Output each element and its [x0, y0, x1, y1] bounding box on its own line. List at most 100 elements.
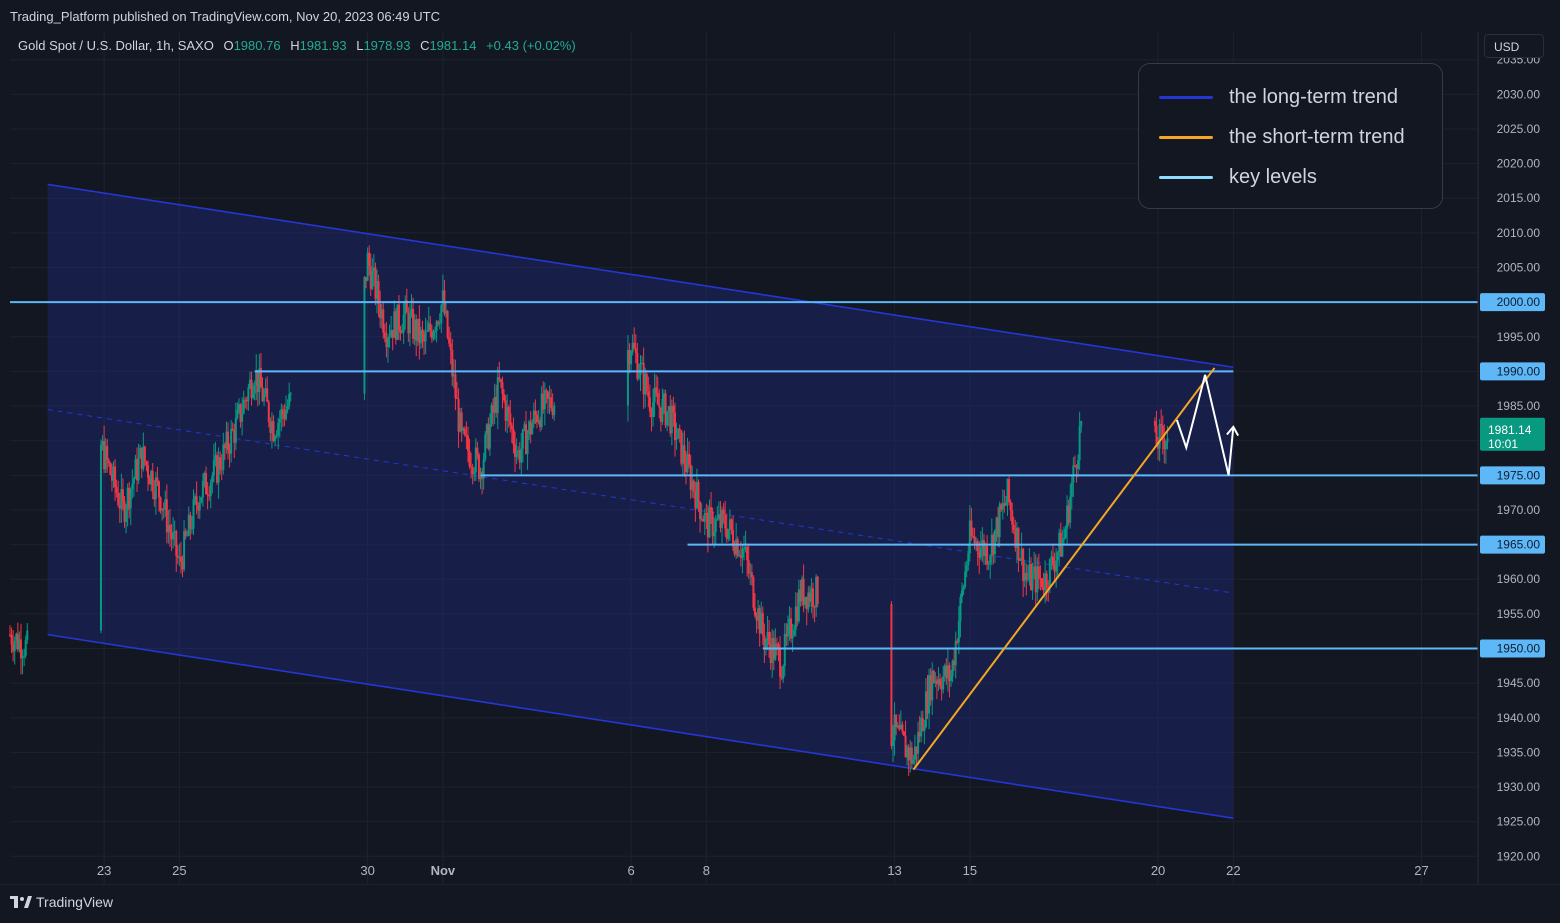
candle-body [1026, 578, 1029, 580]
candle-body [920, 717, 923, 737]
candle-body [434, 330, 437, 332]
candle-body [237, 404, 240, 410]
candle-body [404, 300, 407, 315]
candle-body [805, 596, 808, 610]
candle-body [968, 520, 971, 553]
candle-body [631, 342, 634, 353]
candle-body [528, 421, 531, 435]
candle-body [117, 493, 120, 506]
candle-body [677, 428, 680, 439]
candle-body [192, 499, 195, 529]
low-value: 1978.93 [363, 38, 411, 53]
candle-body [371, 270, 374, 289]
candle-body [669, 406, 672, 434]
candle-body [736, 539, 739, 556]
candle-body [793, 629, 796, 636]
candle-body [198, 502, 201, 511]
candle-body [641, 362, 644, 364]
tradingview-logo[interactable]: TradingView [10, 894, 113, 910]
key-level-tag-label: 1975.00 [1497, 468, 1541, 482]
candle-body [13, 641, 16, 652]
candle-body [258, 368, 261, 393]
high-value: 1981.93 [299, 38, 347, 53]
candle-body [446, 311, 449, 338]
candle-body [910, 747, 913, 764]
candle-body [813, 606, 816, 608]
candle-body [247, 387, 250, 402]
candle-body [650, 411, 653, 417]
candle-body [1001, 503, 1004, 510]
candle-body [542, 393, 545, 410]
candle-body [459, 412, 462, 432]
candle-body [1023, 572, 1026, 582]
projection-arrowhead [1226, 425, 1240, 437]
candle-body [1034, 566, 1037, 593]
candle-body [394, 311, 397, 340]
candle-body [763, 635, 766, 648]
candle-body [735, 539, 738, 555]
x-tick-label: 30 [360, 863, 374, 878]
candle-body [1080, 421, 1083, 427]
candle-body [755, 615, 758, 621]
candle-body [749, 572, 752, 574]
legend-swatch-short-term [1159, 135, 1213, 139]
candle-body [285, 409, 288, 420]
candle-body [470, 466, 473, 468]
candle-body [383, 332, 386, 339]
currency-button[interactable]: USD [1484, 34, 1544, 58]
candle-body [430, 330, 433, 339]
candle-body [758, 608, 761, 634]
candle-body [429, 323, 432, 331]
candle-body [120, 489, 123, 509]
x-tick-label: 8 [703, 863, 710, 878]
candle-body [427, 323, 430, 331]
candle-body [101, 441, 104, 445]
candle-body [512, 429, 515, 445]
candle-body [534, 410, 537, 415]
candle-body [457, 398, 460, 432]
candle-body [1067, 505, 1070, 523]
candle-body [539, 420, 542, 428]
candle-body [245, 400, 248, 402]
candle-body [380, 309, 383, 319]
candle-body [546, 391, 549, 399]
candle-body [419, 330, 422, 344]
candle-body [405, 300, 408, 313]
candle-body [151, 471, 154, 493]
candle-body [195, 496, 198, 505]
candle-body [801, 578, 804, 602]
symbol-title[interactable]: Gold Spot / U.S. Dollar, 1h, SAXO [18, 38, 214, 53]
candle-body [1153, 421, 1156, 426]
candle-body [909, 747, 912, 761]
candle-body [950, 676, 953, 681]
candle-body [189, 514, 192, 529]
candle-body [918, 732, 921, 737]
candle-body [808, 592, 811, 602]
candle-body [683, 445, 686, 465]
x-tick-label: 22 [1226, 863, 1240, 878]
candle-body [1055, 560, 1058, 572]
candle-body [476, 447, 479, 455]
candle-body [1011, 510, 1014, 525]
candle-body [912, 759, 915, 764]
channel-upper-line [47, 183, 1234, 369]
candle-body [532, 410, 535, 424]
candle-body [473, 472, 476, 475]
candle-body [940, 685, 943, 690]
candle-body [1160, 424, 1163, 426]
candle-body [99, 444, 102, 631]
candle-body [978, 550, 981, 558]
candle-body [1030, 564, 1033, 590]
candle-body [694, 491, 697, 509]
candle-body [283, 414, 286, 420]
candle-body [418, 318, 421, 344]
candle-body [150, 471, 153, 485]
candle-body [1015, 527, 1018, 548]
candle-body [507, 406, 510, 414]
candle-body [219, 457, 222, 470]
candle-body [517, 450, 520, 453]
candle-body [16, 633, 19, 650]
candle-body [971, 535, 974, 537]
candle-body [753, 607, 756, 616]
